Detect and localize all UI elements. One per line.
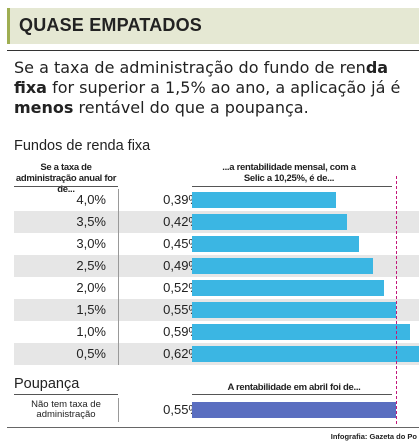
funds-row: 2,5% 0,49% <box>14 255 419 277</box>
poupanca-value-label: 0,55% <box>163 402 200 417</box>
funds-col1-underline <box>14 186 118 187</box>
funds-category-label: 1,5% <box>76 302 106 317</box>
funds-row-separator <box>118 277 119 299</box>
intro-part4: menos <box>14 98 74 117</box>
funds-category-label: 1,0% <box>76 324 106 339</box>
intro-text: Se a taxa de administração do fundo de r… <box>14 58 414 118</box>
funds-row: 3,5% 0,42% <box>14 211 419 233</box>
funds-value-label: 0,39% <box>163 192 200 207</box>
reference-line <box>395 176 397 424</box>
poupanca-section-title: Poupança <box>14 376 80 392</box>
funds-row-separator <box>118 299 119 321</box>
funds-value-label: 0,55% <box>163 302 200 317</box>
funds-row-separator <box>118 211 119 233</box>
funds-col1-header: Se a taxa de administração anual for de.… <box>15 162 117 195</box>
funds-bar <box>192 192 337 208</box>
funds-category-label: 2,0% <box>76 280 106 295</box>
funds-row: 4,0% 0,39% <box>14 189 419 211</box>
poupanca-bar <box>192 402 396 418</box>
funds-bar <box>192 346 419 362</box>
funds-bar <box>192 280 385 296</box>
funds-row-separator <box>118 233 119 255</box>
funds-bar <box>192 214 348 230</box>
funds-col2-header: ...a rentabilidade mensal, com a Selic a… <box>222 162 356 184</box>
funds-row: 2,0% 0,52% <box>14 277 419 299</box>
funds-category-label: 4,0% <box>76 192 106 207</box>
funds-value-label: 0,52% <box>163 280 200 295</box>
funds-col2-underline <box>192 186 392 187</box>
chart-title: QUASE EMPATADOS <box>19 15 203 35</box>
funds-row-separator <box>118 189 119 211</box>
funds-row-separator <box>118 321 119 343</box>
poupanca-col2-underline <box>192 394 392 395</box>
funds-row-separator <box>118 255 119 277</box>
funds-value-label: 0,62% <box>163 346 200 361</box>
funds-value-label: 0,45% <box>163 236 200 251</box>
poupanca-separator <box>118 398 119 422</box>
title-accent <box>7 8 10 44</box>
intro-part1: Se a taxa de administração do fundo de r… <box>14 58 366 77</box>
funds-row: 1,0% 0,59% <box>14 321 419 343</box>
funds-value-label: 0,49% <box>163 258 200 273</box>
funds-row: 3,0% 0,45% <box>14 233 419 255</box>
funds-bar <box>192 324 411 340</box>
poupanca-category: Não tem taxa de administração <box>31 399 101 420</box>
funds-bar <box>192 258 374 274</box>
funds-row: 1,5% 0,55% <box>14 299 419 321</box>
intro-part2: da fixa <box>14 58 389 97</box>
credit: Infografia: Gazeta do Po <box>330 432 417 441</box>
title-bar: QUASE EMPATADOS <box>7 8 419 44</box>
poupanca-col2-header: A rentabilidade em abril foi de... <box>227 382 361 393</box>
funds-category-label: 3,5% <box>76 214 106 229</box>
intro-part3: for superior a 1,5% ao ano, a aplicação … <box>46 78 401 97</box>
intro-part5: rentável do que a poupança. <box>73 98 309 117</box>
title-rule <box>7 50 419 51</box>
funds-value-label: 0,42% <box>163 214 200 229</box>
funds-category-label: 3,0% <box>76 236 106 251</box>
poupanca-col1-underline <box>14 394 118 395</box>
funds-category-label: 0,5% <box>76 346 106 361</box>
funds-bar <box>192 236 359 252</box>
footer-rule <box>7 427 419 428</box>
funds-category-label: 2,5% <box>76 258 106 273</box>
funds-value-label: 0,59% <box>163 324 200 339</box>
funds-section-title: Fundos de renda fixa <box>14 138 151 154</box>
funds-row: 0,5% 0,62% <box>14 343 419 365</box>
poupanca-row: Não tem taxa de administração 0,55% <box>14 398 419 422</box>
funds-bar <box>192 302 396 318</box>
funds-row-separator <box>118 343 119 365</box>
